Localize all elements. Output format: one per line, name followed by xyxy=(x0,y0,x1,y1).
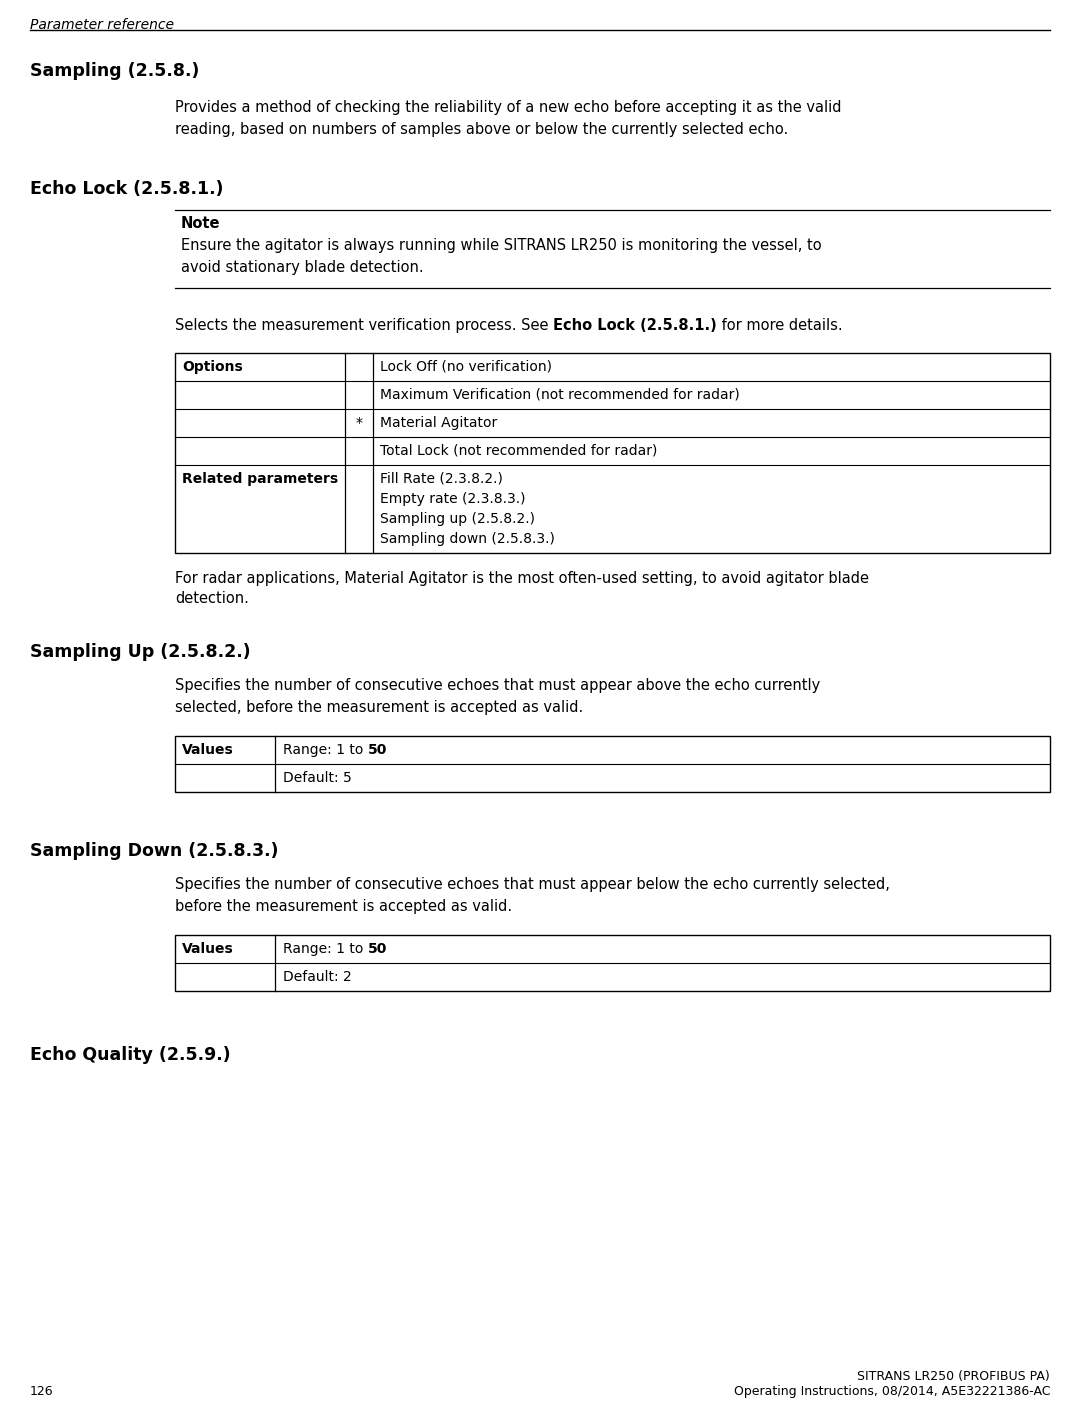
Text: Default: 2: Default: 2 xyxy=(284,969,352,984)
Bar xyxy=(175,736,1050,792)
Text: Provides a method of checking the reliability of a new echo before accepting it : Provides a method of checking the reliab… xyxy=(175,100,842,138)
Text: Echo Lock (2.5.8.1.): Echo Lock (2.5.8.1.) xyxy=(30,180,223,198)
Text: Parameter reference: Parameter reference xyxy=(30,18,174,32)
Text: Total Lock (not recommended for radar): Total Lock (not recommended for radar) xyxy=(380,444,657,458)
Text: 50: 50 xyxy=(367,941,387,955)
Text: Operating Instructions, 08/2014, A5E32221386-AC: Operating Instructions, 08/2014, A5E3222… xyxy=(734,1385,1050,1398)
Text: Echo Lock (2.5.8.1.): Echo Lock (2.5.8.1.) xyxy=(553,318,716,333)
Text: For radar applications, Material Agitator is the most often-used setting, to avo: For radar applications, Material Agitato… xyxy=(175,570,869,586)
Text: Sampling Up (2.5.8.2.): Sampling Up (2.5.8.2.) xyxy=(30,643,250,660)
Text: 126: 126 xyxy=(30,1385,54,1398)
Text: detection.: detection. xyxy=(175,592,249,606)
Text: Lock Off (no verification): Lock Off (no verification) xyxy=(380,360,552,374)
Text: Related parameters: Related parameters xyxy=(182,472,338,486)
Text: Range: 1 to: Range: 1 to xyxy=(284,941,367,955)
Text: Note: Note xyxy=(182,216,220,230)
Text: Default: 5: Default: 5 xyxy=(284,771,352,785)
Text: Specifies the number of consecutive echoes that must appear below the echo curre: Specifies the number of consecutive echo… xyxy=(175,877,890,915)
Text: Values: Values xyxy=(182,743,234,757)
Text: Specifies the number of consecutive echoes that must appear above the echo curre: Specifies the number of consecutive echo… xyxy=(175,679,821,715)
Text: Options: Options xyxy=(182,360,243,374)
Text: Range: 1 to: Range: 1 to xyxy=(284,743,367,757)
Text: Sampling (2.5.8.): Sampling (2.5.8.) xyxy=(30,62,200,80)
Text: *: * xyxy=(355,416,363,430)
Text: Echo Quality (2.5.9.): Echo Quality (2.5.9.) xyxy=(30,1045,231,1064)
Text: for more details.: for more details. xyxy=(716,318,842,333)
Bar xyxy=(175,353,1050,554)
Bar xyxy=(175,934,1050,991)
Text: Sampling Down (2.5.8.3.): Sampling Down (2.5.8.3.) xyxy=(30,842,278,860)
Text: Fill Rate (2.3.8.2.)
Empty rate (2.3.8.3.)
Sampling up (2.5.8.2.)
Sampling down : Fill Rate (2.3.8.2.) Empty rate (2.3.8.3… xyxy=(380,472,555,547)
Text: Material Agitator: Material Agitator xyxy=(380,416,497,430)
Text: SITRANS LR250 (PROFIBUS PA): SITRANS LR250 (PROFIBUS PA) xyxy=(857,1370,1050,1383)
Text: Values: Values xyxy=(182,941,234,955)
Text: Selects the measurement verification process. See: Selects the measurement verification pro… xyxy=(175,318,553,333)
Text: Maximum Verification (not recommended for radar): Maximum Verification (not recommended fo… xyxy=(380,388,740,402)
Text: Ensure the agitator is always running while SITRANS LR250 is monitoring the vess: Ensure the agitator is always running wh… xyxy=(182,237,822,275)
Text: 50: 50 xyxy=(367,743,387,757)
